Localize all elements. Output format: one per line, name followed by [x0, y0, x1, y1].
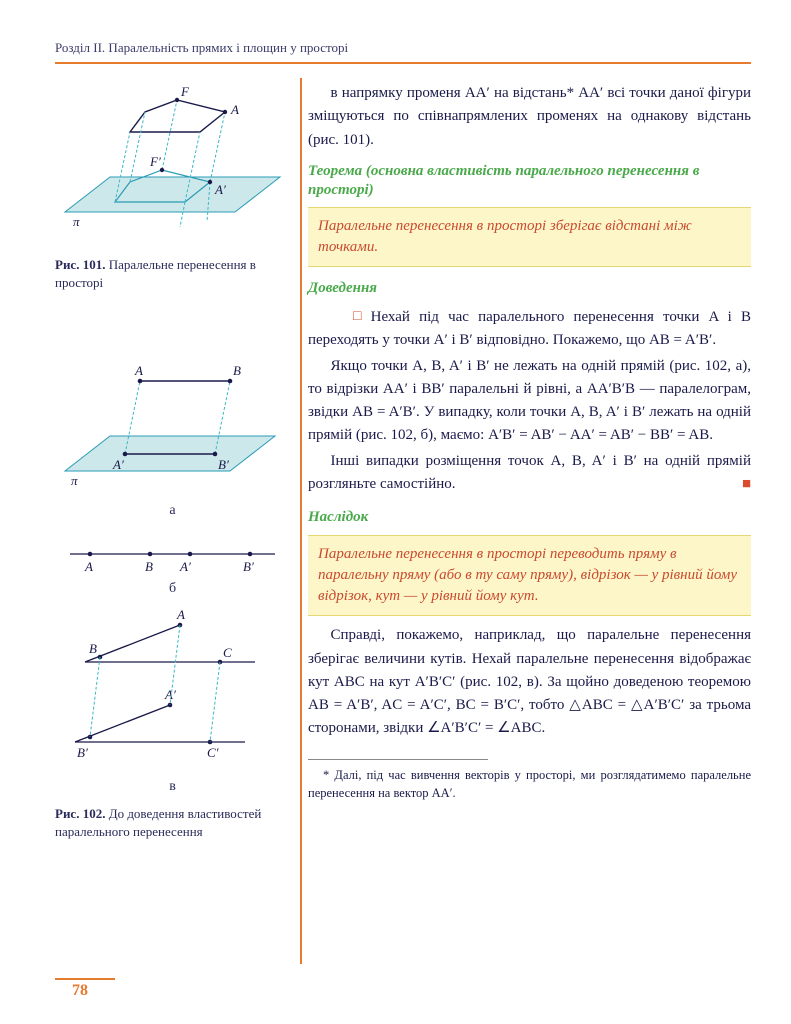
fig102c-sublabel: в: [55, 779, 290, 795]
proof-p2: Якщо точки A, B, A′ і B′ не лежать на од…: [308, 355, 751, 448]
corollary-proof: Справді, покажемо, наприклад, що паралел…: [308, 624, 751, 740]
svg-text:B: B: [89, 641, 97, 656]
proof-start-icon: □: [331, 306, 362, 328]
column-rule: [300, 78, 302, 964]
footnote: * Далі, під час вивчення векторів у прос…: [308, 766, 751, 802]
theorem-box: Паралельне перенесення в просторі зберіг…: [308, 207, 751, 267]
svg-text:C′: C′: [207, 745, 219, 760]
proof-p3: Інші випадки розміщення точок A, B, A′ і…: [308, 450, 751, 497]
figure-102c: A B C A′ B′ C′ в: [55, 607, 290, 795]
figures-column: π: [55, 82, 290, 840]
svg-text:A′: A′: [164, 687, 176, 702]
svg-text:A′: A′: [112, 457, 124, 472]
figure-102a: π A B A′ B′ а: [55, 351, 290, 519]
corollary-heading: Наслідок: [308, 506, 751, 529]
svg-text:C: C: [223, 645, 232, 660]
qed-icon: ■: [719, 473, 751, 496]
fig102a-sublabel: а: [55, 503, 290, 519]
svg-text:A′: A′: [214, 182, 226, 197]
fig101-caption: Рис. 101. Паралельне перенесення в прост…: [55, 256, 290, 291]
svg-text:B′: B′: [218, 457, 229, 472]
svg-text:B: B: [233, 363, 241, 378]
figure-101: π: [55, 82, 290, 291]
svg-text:A: A: [84, 559, 93, 574]
proof-p1: □ Нехай під час паралельного перенесення…: [308, 306, 751, 353]
text-column: в напрямку променя AA′ на відстань* AA′ …: [308, 82, 751, 840]
svg-text:A: A: [134, 363, 143, 378]
intro-para: в напрямку променя AA′ на відстань* AA′ …: [308, 82, 751, 152]
theorem-title: Теорема (основна властивість паралельног…: [308, 162, 751, 201]
svg-text:B: B: [145, 559, 153, 574]
corollary-box: Паралельне перенесення в просторі перево…: [308, 535, 751, 616]
fig102b-sublabel: б: [55, 581, 290, 597]
footnote-rule: [308, 759, 488, 760]
svg-text:F′: F′: [149, 154, 161, 169]
svg-text:A′: A′: [179, 559, 191, 574]
svg-text:A: A: [230, 102, 239, 117]
proof-heading: Доведення: [308, 277, 751, 300]
svg-text:A: A: [176, 607, 185, 622]
pi-label: π: [73, 214, 80, 229]
svg-text:B′: B′: [77, 745, 88, 760]
svg-text:B′: B′: [243, 559, 254, 574]
figure-102b: A B A′ B′ б: [55, 529, 290, 597]
page-number: 78: [72, 982, 88, 1000]
page-number-rule: [55, 978, 115, 980]
fig102-caption: Рис. 102. До доведення властивостей пара…: [55, 805, 290, 840]
section-header: Розділ II. Паралельність прямих і площин…: [55, 40, 751, 64]
svg-text:π: π: [71, 473, 78, 488]
svg-text:F: F: [180, 84, 190, 99]
